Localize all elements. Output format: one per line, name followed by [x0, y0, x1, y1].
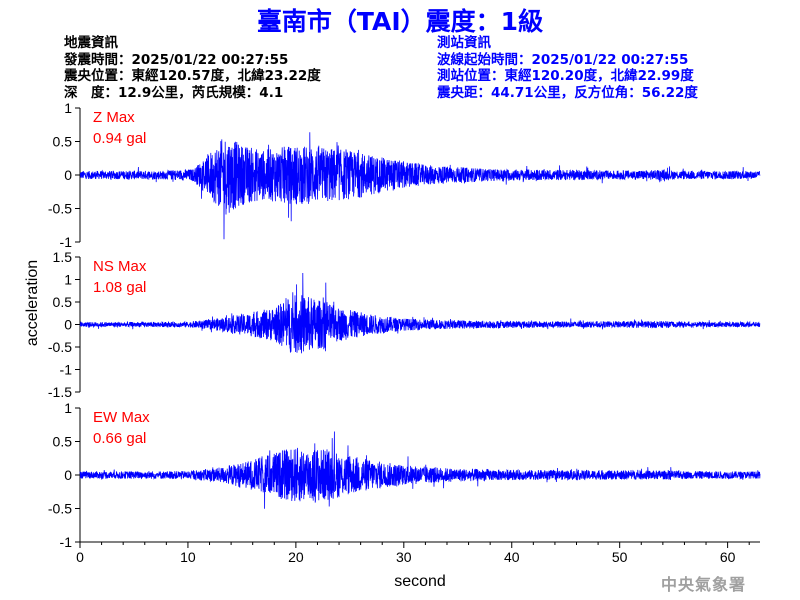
max-value-ns: 1.08 gal	[93, 279, 146, 296]
wave-start-time: 波線起始時間：2025/01/22 00:27:55	[437, 51, 689, 68]
station-info-heading: 測站資訊	[437, 35, 491, 51]
y-tick-label: 1	[64, 400, 72, 416]
y-axis-label: acceleration	[24, 260, 41, 346]
y-tick-label: 1.5	[53, 249, 73, 265]
x-tick-label: 0	[76, 549, 84, 565]
waveform-ns	[79, 272, 761, 354]
y-tick-label: 0	[64, 167, 72, 183]
origin-time: 發震時間：2025/01/22 00:27:55	[64, 51, 289, 68]
max-label-ew: EW Max	[93, 409, 150, 426]
y-tick-label: 0.5	[53, 134, 73, 150]
station-location: 測站位置：東經120.20度，北緯22.99度	[437, 68, 694, 84]
agency-footer: 中央氣象署	[660, 575, 746, 594]
epicentral-distance: 震央距：44.71公里，反方位角：56.22度	[437, 84, 698, 101]
epicenter-location: 震央位置：東經120.57度，北緯23.22度	[64, 68, 321, 84]
y-tick-label: -1	[60, 362, 73, 378]
y-tick-label: 0	[64, 317, 72, 333]
x-tick-label: 50	[612, 549, 628, 565]
y-tick-label: -0.5	[48, 501, 72, 517]
x-axis-label: second	[394, 573, 446, 590]
waveform-z	[79, 132, 761, 240]
y-tick-label: -1	[60, 234, 73, 250]
x-tick-label: 40	[504, 549, 520, 565]
y-tick-label: 0	[64, 467, 72, 483]
chart-title: 臺南市（TAI）震度：1級	[256, 7, 544, 36]
earthquake-info: 地震資訊 發震時間：2025/01/22 00:27:55 震央位置：東經120…	[64, 35, 321, 101]
waveform-ew	[79, 431, 761, 509]
max-value-ew: 0.66 gal	[93, 430, 146, 447]
y-tick-label: 0.5	[53, 434, 73, 450]
y-tick-label: -1.5	[48, 384, 72, 400]
x-tick-label: 20	[288, 549, 304, 565]
earthquake-info-heading: 地震資訊	[64, 35, 118, 51]
y-tick-label: -0.5	[48, 201, 72, 217]
station-info: 測站資訊 波線起始時間：2025/01/22 00:27:55 測站位置：東經1…	[437, 35, 698, 101]
x-tick-label: 10	[180, 549, 196, 565]
y-tick-label: -0.5	[48, 339, 72, 355]
x-tick-label: 30	[396, 549, 412, 565]
x-tick-label: 60	[720, 549, 736, 565]
y-tick-label: 1	[64, 272, 72, 288]
max-label-ns: NS Max	[93, 258, 147, 275]
max-value-z: 0.94 gal	[93, 130, 146, 147]
max-label-z: Z Max	[93, 109, 135, 126]
y-tick-label: -1	[60, 534, 73, 550]
y-tick-label: 1	[64, 100, 72, 116]
depth-magnitude: 深 度：12.9公里，芮氏規模：4.1	[64, 84, 284, 101]
y-tick-label: 0.5	[53, 294, 73, 310]
